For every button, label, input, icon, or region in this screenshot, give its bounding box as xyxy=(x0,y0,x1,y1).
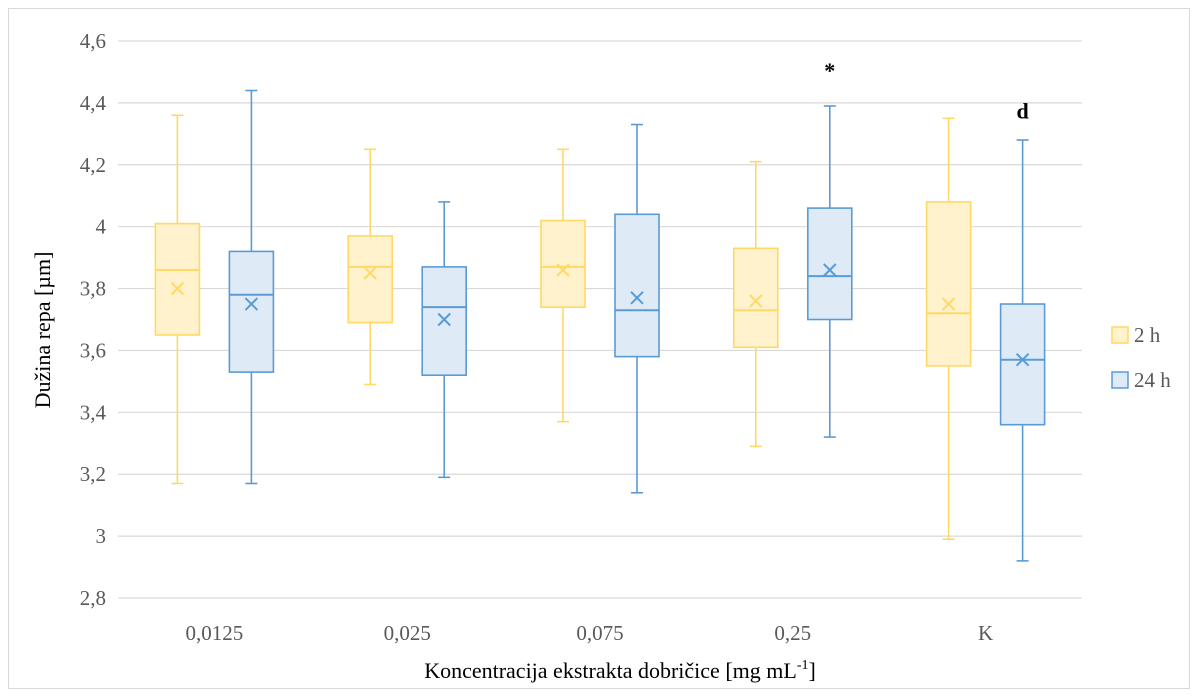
x-axis-title-end: ] xyxy=(808,658,815,683)
legend: 2 h 24 h xyxy=(1111,323,1171,392)
legend-swatch-2h xyxy=(1111,326,1129,344)
mean-marker xyxy=(363,266,377,280)
box-2h xyxy=(347,148,394,386)
box-iqr xyxy=(154,222,201,336)
box-24h xyxy=(806,105,853,438)
x-axis-title-main: Koncentracija ekstrakta dobričice [mg mL xyxy=(424,658,797,683)
box-series xyxy=(154,89,1046,562)
box-iqr xyxy=(228,250,275,373)
mean-marker xyxy=(170,281,185,296)
box-24h xyxy=(421,201,468,479)
x-tick-label: 0,0125 xyxy=(186,621,244,645)
box-24h xyxy=(228,89,275,485)
box-2h xyxy=(540,148,586,423)
y-tick-label: 3,2 xyxy=(80,462,106,486)
box-iqr xyxy=(806,207,853,321)
x-tick-label: 0,25 xyxy=(774,621,811,645)
box-2h xyxy=(925,117,972,541)
box-iqr xyxy=(732,247,779,349)
chart-frame xyxy=(8,8,1190,689)
x-axis-title-sup: -1 xyxy=(797,658,809,673)
annotation-label: * xyxy=(824,58,835,83)
box-2h xyxy=(732,160,779,448)
y-tick-label: 3,6 xyxy=(80,338,106,362)
y-tick-label: 4,2 xyxy=(80,153,106,177)
x-tick-label: 0,025 xyxy=(384,621,431,645)
mean-marker xyxy=(1015,353,1030,367)
x-tick-label: 0,075 xyxy=(576,621,623,645)
mean-marker xyxy=(823,263,837,277)
legend-swatch-24h xyxy=(1111,371,1129,389)
box-iqr xyxy=(999,303,1046,426)
y-tick-label: 2,8 xyxy=(80,586,106,610)
mean-marker xyxy=(749,294,763,308)
y-axis-title: Dužina repa [µm] xyxy=(30,252,55,409)
mean-marker xyxy=(244,297,259,311)
y-tick-label: 3,8 xyxy=(80,277,106,301)
mean-marker xyxy=(437,312,451,327)
y-tick-label: 3 xyxy=(96,524,107,548)
y-tick-labels: 2,8 3 3,2 3,4 3,6 3,8 4 4,2 4,4 4,6 xyxy=(80,29,107,610)
legend-label-24h: 24 h xyxy=(1134,368,1171,392)
box-2h xyxy=(154,114,201,485)
y-tick-label: 3,4 xyxy=(80,400,107,424)
y-tick-label: 4,4 xyxy=(80,91,107,115)
box-iqr xyxy=(421,266,468,376)
annotations: *d xyxy=(824,58,1028,123)
x-axis-title: Koncentracija ekstrakta dobričice [mg mL… xyxy=(424,658,816,683)
box-iqr xyxy=(540,219,586,308)
legend-label-2h: 2 h xyxy=(1134,323,1161,347)
mean-marker xyxy=(630,291,644,305)
y-tick-label: 4,6 xyxy=(80,29,106,53)
box-24h xyxy=(614,123,660,494)
gridlines xyxy=(118,40,1082,599)
box-iqr xyxy=(347,235,394,324)
box-iqr xyxy=(925,201,972,367)
x-tick-labels: 0,0125 0,025 0,075 0,25 K xyxy=(186,621,994,645)
box-24h xyxy=(999,139,1046,562)
y-tick-label: 4 xyxy=(96,215,107,239)
box-iqr xyxy=(614,213,660,358)
mean-marker xyxy=(556,263,570,277)
x-tick-label: K xyxy=(978,621,993,645)
annotation-label: d xyxy=(1016,98,1028,123)
mean-marker xyxy=(941,297,956,311)
